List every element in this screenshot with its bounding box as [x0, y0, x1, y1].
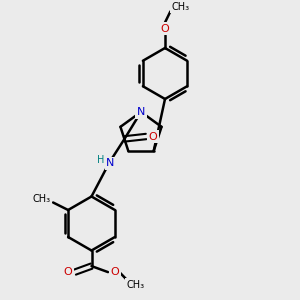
- Text: N: N: [137, 107, 145, 117]
- Text: CH₃: CH₃: [33, 194, 51, 205]
- Text: O: O: [110, 267, 119, 277]
- Text: O: O: [148, 131, 157, 142]
- Text: CH₃: CH₃: [172, 2, 190, 12]
- Text: O: O: [63, 267, 72, 277]
- Text: CH₃: CH₃: [127, 280, 145, 290]
- Text: N: N: [106, 158, 115, 168]
- Text: H: H: [98, 155, 105, 165]
- Text: O: O: [160, 24, 169, 34]
